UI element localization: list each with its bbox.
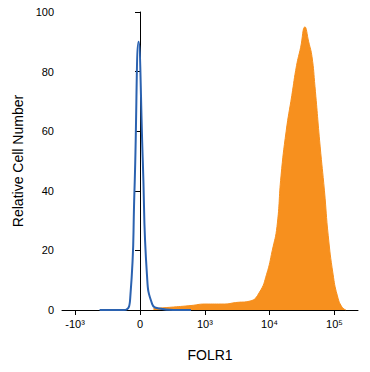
svg-text:80: 80 <box>42 66 54 78</box>
svg-text:10⁵: 10⁵ <box>326 318 343 330</box>
svg-text:60: 60 <box>42 125 54 137</box>
svg-text:10⁴: 10⁴ <box>261 318 278 330</box>
svg-text:Relative Cell Number: Relative Cell Number <box>10 95 26 228</box>
svg-text:20: 20 <box>42 244 54 256</box>
svg-text:0: 0 <box>48 304 54 316</box>
svg-text:100: 100 <box>36 6 54 18</box>
svg-text:40: 40 <box>42 185 54 197</box>
svg-text:0: 0 <box>137 318 143 330</box>
svg-text:10³: 10³ <box>197 318 213 330</box>
svg-text:-10³: -10³ <box>65 318 85 330</box>
svg-text:FOLR1: FOLR1 <box>187 347 232 363</box>
